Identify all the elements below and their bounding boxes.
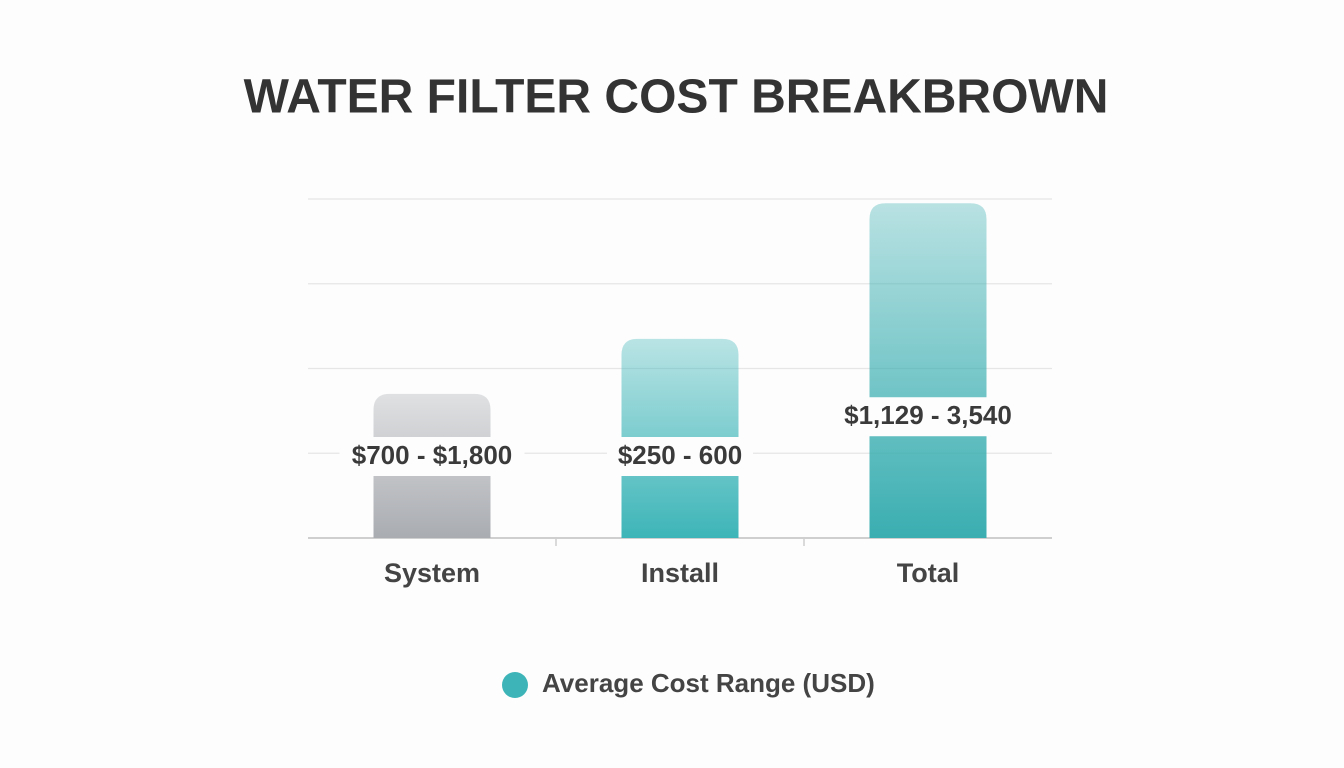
x-tick-label: System xyxy=(384,558,480,588)
label-background xyxy=(829,397,1027,437)
legend-label: Average Cost Range (USD) xyxy=(542,668,875,698)
chart-title: WATER FILTER COST BREAKBROWN xyxy=(244,71,1109,124)
bar xyxy=(869,203,987,539)
x-tick-label: Install xyxy=(641,558,719,588)
data-label: $700 - $1,800 xyxy=(352,440,512,470)
legend-marker xyxy=(502,672,528,698)
data-label: $1,129 - 3,540 xyxy=(844,400,1012,430)
label-background xyxy=(607,437,753,476)
x-tick-label: Total xyxy=(897,558,960,588)
data-label: $250 - 600 xyxy=(618,440,742,470)
label-background xyxy=(339,437,525,476)
